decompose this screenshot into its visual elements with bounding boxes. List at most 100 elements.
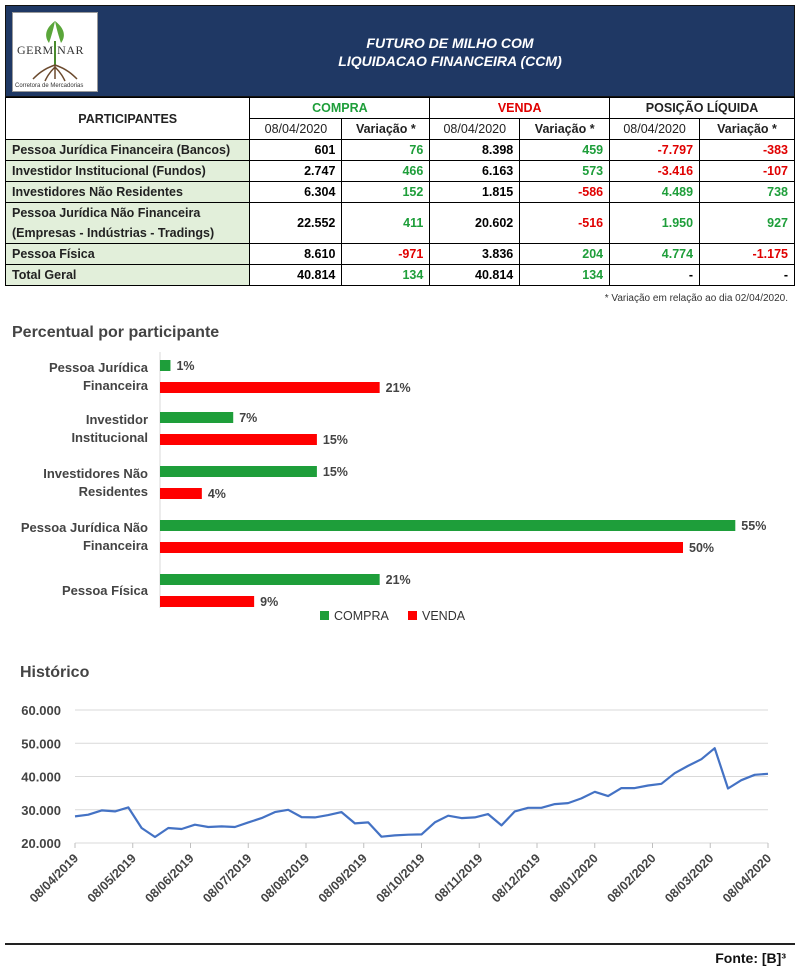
venda-var-cell: 573 <box>519 160 611 182</box>
logo-plant-icon <box>32 21 78 82</box>
y-tick-label: 40.000 <box>21 770 61 785</box>
y-tick-label: 60.000 <box>21 703 61 718</box>
venda-variacao-header: Variação * <box>519 118 611 140</box>
venda-var-cell: 204 <box>519 243 611 265</box>
participants-table: PARTICIPANTES COMPRA VENDA POSIÇÃO LÍQUI… <box>4 97 795 286</box>
x-tick-label: 08/07/2019 <box>200 851 254 905</box>
posicao-var-cell: 738 <box>699 181 795 203</box>
total-label: Total Geral <box>4 264 251 286</box>
posicao-var-cell: 927 <box>699 202 795 244</box>
total-compra-var: 134 <box>341 264 431 286</box>
posicao-cell: -3.416 <box>609 160 701 182</box>
posicao-variacao-header: Variação * <box>699 118 795 140</box>
x-tick-label: 08/02/2020 <box>604 851 658 905</box>
venda-cell: 1.815 <box>429 181 521 203</box>
bar-venda <box>160 488 202 499</box>
row-label: Pessoa Jurídica Financeira (Bancos) <box>4 139 251 161</box>
bar-value-label: 1% <box>176 359 194 373</box>
row-label: Investidores Não Residentes <box>4 181 251 203</box>
x-tick-label: 08/03/2020 <box>662 851 716 905</box>
footer-divider <box>5 943 795 945</box>
history-series-line <box>74 747 769 839</box>
x-tick-label: 08/04/2019 <box>27 851 81 905</box>
x-tick-label: 08/04/2020 <box>720 851 774 905</box>
row-label-line1: Pessoa Jurídica Não Financeira <box>12 206 201 220</box>
compra-cell: 2.747 <box>249 160 343 182</box>
compra-variacao-header: Variação * <box>341 118 431 140</box>
bar-compra <box>160 412 234 423</box>
category-label: Financeira <box>83 378 149 393</box>
venda-var-cell: 459 <box>519 139 611 161</box>
germinar-logo: GERM NAR Corretora de Mercadorias <box>12 12 98 92</box>
venda-date-header: 08/04/2020 <box>429 118 521 140</box>
category-label: Residentes <box>79 484 148 499</box>
bar-value-label: 21% <box>386 381 411 395</box>
legend-label-compra: COMPRA <box>334 609 390 623</box>
history-line-chart: 20.000 30.000 40.000 50.000 60.000 08/04/2019… <box>21 703 774 905</box>
venda-cell: 3.836 <box>429 243 521 265</box>
line-chart-title: Histórico <box>20 664 90 681</box>
category-label: Investidor <box>86 412 148 427</box>
x-tick-label: 08/01/2020 <box>547 851 601 905</box>
venda-cell: 20.602 <box>429 202 521 244</box>
venda-var-cell: -516 <box>519 202 611 244</box>
table-row: Pessoa Jurídica Não Financeira (Empresas… <box>4 202 795 244</box>
category-label: Pessoa Física <box>62 583 149 598</box>
bar-chart-title: Percentual por participante <box>12 324 220 341</box>
table-total-row: Total Geral 40.814 134 40.814 134 - - <box>4 264 795 286</box>
row-label-line2: (Empresas - Indústrias - Tradings) <box>12 226 215 240</box>
bar-value-label: 15% <box>323 465 348 479</box>
row-label: Pessoa Física <box>4 243 251 265</box>
posicao-var-cell: -383 <box>699 139 795 161</box>
legend-label-venda: VENDA <box>422 609 466 623</box>
total-posicao-var: - <box>699 264 795 286</box>
compra-cell: 22.552 <box>249 202 343 244</box>
bar-venda <box>160 542 683 553</box>
total-posicao: - <box>609 264 701 286</box>
venda-cell: 6.163 <box>429 160 521 182</box>
x-tick-label: 08/08/2019 <box>258 851 312 905</box>
bar-compra <box>160 466 317 477</box>
bar-compra <box>160 520 736 531</box>
compra-cell: 8.610 <box>249 243 343 265</box>
participantes-header: PARTICIPANTES <box>4 97 251 140</box>
bar-value-label: 4% <box>208 487 226 501</box>
compra-var-cell: 411 <box>341 202 431 244</box>
table-row: Pessoa Jurídica Financeira (Bancos) 601 … <box>4 139 795 161</box>
venda-var-cell: -586 <box>519 181 611 203</box>
bar-compra <box>160 574 380 585</box>
report-header: GERM NAR Corretora de Mercadorias FUTURO… <box>5 5 795 97</box>
x-tick-label: 08/05/2019 <box>85 851 139 905</box>
bar-compra <box>160 360 171 371</box>
percent-bar-chart: Pessoa Jurídica Financeira 1% 21% Investidor… <box>21 352 766 623</box>
x-tick-label: 08/11/2019 <box>432 851 486 905</box>
compra-var-cell: -971 <box>341 243 431 265</box>
total-venda: 40.814 <box>429 264 521 286</box>
row-label: Pessoa Jurídica Não Financeira (Empresas… <box>4 202 251 244</box>
bar-value-label: 7% <box>239 411 257 425</box>
posicao-var-cell: -107 <box>699 160 795 182</box>
posicao-cell: -7.797 <box>609 139 701 161</box>
category-label: Pessoa Jurídica <box>49 360 149 375</box>
total-compra: 40.814 <box>249 264 343 286</box>
table-row: Investidor Institucional (Fundos) 2.747 … <box>4 160 795 182</box>
legend-swatch-compra <box>320 611 329 620</box>
category-label: Financeira <box>83 538 149 553</box>
posicao-cell: 4.489 <box>609 181 701 203</box>
venda-cell: 8.398 <box>429 139 521 161</box>
logo-text: GERM NAR <box>17 43 85 57</box>
x-tick-label: 08/06/2019 <box>142 851 196 905</box>
compra-var-cell: 152 <box>341 181 431 203</box>
bar-value-label: 50% <box>689 541 714 555</box>
category-label: Investidores Não <box>43 466 148 481</box>
bar-venda <box>160 596 255 607</box>
table-footnote: * Variação em relação ao dia 02/04/2020. <box>604 293 788 304</box>
compra-cell: 6.304 <box>249 181 343 203</box>
compra-var-cell: 466 <box>341 160 431 182</box>
y-tick-label: 20.000 <box>21 836 61 851</box>
bar-value-label: 21% <box>386 573 411 587</box>
compra-header: COMPRA <box>249 97 431 119</box>
row-label: Investidor Institucional (Fundos) <box>4 160 251 182</box>
bar-value-label: 15% <box>323 433 348 447</box>
compra-var-cell: 76 <box>341 139 431 161</box>
